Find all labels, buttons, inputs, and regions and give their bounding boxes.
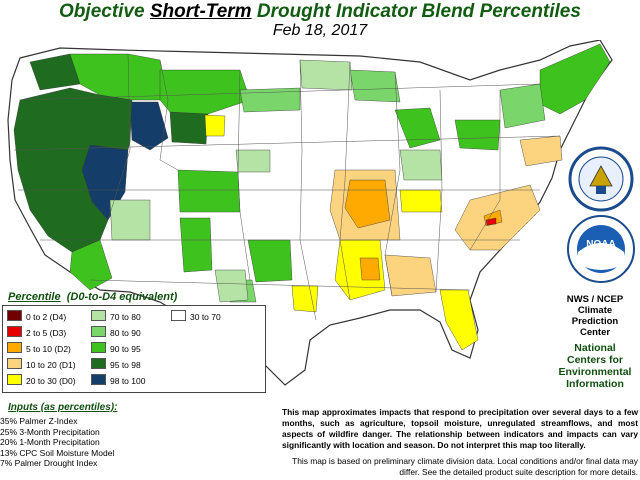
- interpretation-note: This map approximates impacts that respo…: [282, 407, 638, 450]
- region-98-100-idaho: [129, 101, 169, 151]
- legend-swatch: [7, 310, 22, 321]
- credit-line: Climate: [577, 305, 613, 316]
- legend-item: 70 to 80: [91, 310, 141, 322]
- credit-line: NWS / NCEP: [566, 294, 624, 305]
- region-90-95-colorado: [177, 169, 241, 213]
- noaa-logo: NOAA: [567, 215, 635, 283]
- inputs-title: Inputs (as percentiles):: [8, 402, 118, 413]
- input-item: 25% 3-Month Precipitation: [0, 426, 100, 437]
- legend-item: 5 to 10 (D2): [7, 342, 71, 354]
- legend-swatch: [91, 358, 106, 369]
- region-d2-missouri: [344, 179, 391, 229]
- region-90-95-west: [69, 53, 169, 101]
- legend-item: 98 to 100: [91, 374, 145, 386]
- region-80-90-plains: [239, 87, 301, 113]
- input-item: 13% CPC Soil Moisture Model: [0, 447, 115, 458]
- region-d1-midatlantic: [519, 135, 563, 167]
- legend-swatch: [171, 310, 186, 321]
- region-d0-kentucky: [399, 189, 443, 213]
- credit-block: NWS / NCEP Climate Prediction Center Nat…: [552, 294, 638, 390]
- legend-swatch: [91, 326, 106, 337]
- legend-box: 0 to 2 (D4) 2 to 5 (D3) 5 to 10 (D2) 10 …: [2, 305, 266, 393]
- legend-swatch: [7, 358, 22, 369]
- credit-line: Center: [579, 327, 611, 338]
- credit-line: National: [574, 342, 616, 354]
- legend-swatch: [7, 342, 22, 353]
- legend-swatch: [91, 342, 106, 353]
- region-80-90-northeast: [499, 83, 546, 129]
- state-boundaries: [13, 53, 561, 321]
- legend-item: 30 to 70: [171, 310, 221, 322]
- legend-item: 95 to 98: [91, 358, 141, 370]
- legend-swatch: [7, 374, 22, 385]
- region-90-95-socal: [69, 239, 113, 291]
- credit-line: Centers for: [566, 354, 623, 366]
- legend-title: Percentile (D0-to-D4 equivalent): [8, 291, 178, 303]
- region-70-80-midwest: [399, 149, 443, 181]
- credit-line: Prediction: [571, 316, 619, 327]
- region-d0-texas: [291, 285, 319, 313]
- region-70-80-plains2: [235, 149, 271, 173]
- legend-item: 20 to 30 (D0): [7, 374, 76, 386]
- map-title: Objective Short-Term Drought Indicator B…: [59, 1, 581, 22]
- legend-swatch: [7, 326, 22, 337]
- credit-line: Environmental: [558, 366, 632, 378]
- department-of-commerce-seal: [568, 146, 634, 212]
- input-item: 7% Palmer Drought Index: [0, 458, 98, 468]
- region-90-95-oklahoma: [247, 239, 293, 283]
- data-disclaimer: This map is based on preliminary climate…: [292, 456, 638, 477]
- region-d0-montana: [204, 114, 226, 137]
- legend-item: 10 to 20 (D1): [7, 358, 76, 370]
- input-item: 35% Palmer Z-Index: [0, 416, 78, 426]
- region-70-80-north: [299, 59, 353, 91]
- inputs-list: 35% Palmer Z-Index 25% 3-Month Precipita…: [0, 416, 114, 469]
- region-95-98-wyoming: [169, 111, 209, 145]
- legend-swatch: [91, 374, 106, 385]
- region-d0-florida: [439, 289, 479, 351]
- region-d1-gulf: [384, 254, 437, 297]
- legend-item: 80 to 90: [91, 326, 141, 338]
- region-70-80-utah: [109, 199, 151, 241]
- region-70-80-west-tx: [214, 269, 249, 303]
- region-90-95-ohio: [454, 119, 501, 151]
- region-80-90-great-lakes: [349, 69, 401, 103]
- legend-item: 2 to 5 (D3): [7, 326, 66, 338]
- legend-item: 90 to 95: [91, 342, 141, 354]
- legend-item: 0 to 2 (D4): [7, 310, 66, 322]
- legend-swatch: [91, 310, 106, 321]
- region-90-95-michigan: [394, 107, 441, 149]
- region-d3-carolina: [485, 217, 497, 226]
- map-date: Feb 18, 2017: [272, 22, 368, 39]
- noaa-logo-text: NOAA: [586, 239, 615, 250]
- us-drought-map: [7, 40, 613, 386]
- input-item: 20% 1-Month Precipitation: [0, 437, 100, 447]
- region-d2-arkansas: [359, 257, 381, 281]
- region-90-95-southwest: [179, 217, 213, 273]
- credit-line: Information: [566, 378, 624, 390]
